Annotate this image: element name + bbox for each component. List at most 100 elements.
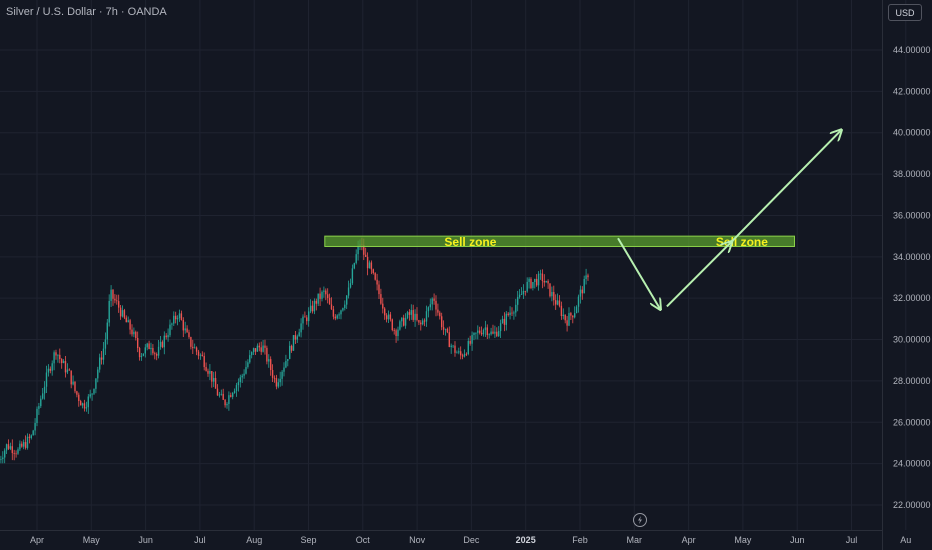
candle-body (161, 341, 164, 348)
candle-body (163, 335, 165, 348)
candle-body (319, 293, 321, 299)
candle-body (385, 315, 388, 320)
candle-body (218, 394, 221, 396)
candle-body (393, 330, 395, 331)
candle-body (433, 298, 435, 301)
candle-body (429, 304, 431, 308)
candle-body (32, 430, 34, 436)
lightning-icon[interactable] (633, 513, 647, 527)
candle-body (553, 292, 555, 301)
candle-body (570, 313, 572, 316)
candle-body (372, 269, 374, 274)
candle-body (482, 329, 485, 335)
candle-body (439, 312, 441, 317)
candle-body (543, 281, 545, 283)
candle-body (201, 354, 203, 356)
candle-body (2, 457, 4, 460)
candle-body (131, 329, 133, 335)
projection-arrow[interactable] (730, 131, 841, 244)
candle-body (583, 278, 585, 294)
candle-body (478, 330, 481, 333)
candle-body (100, 357, 103, 360)
candle-body (51, 363, 53, 371)
time-axis[interactable]: Apr May Jun Jul Aug Sep Oct Nov Dec 2025 Feb Mar Apr… (30, 535, 911, 545)
candle-body (106, 322, 108, 340)
candle-body (55, 352, 57, 356)
candle-body (494, 331, 496, 334)
candle-body (287, 359, 289, 361)
candle-body (15, 453, 17, 455)
candle-body (585, 275, 587, 279)
candle-body (313, 300, 316, 312)
candle-body (176, 318, 179, 320)
y-tick-label: 24.00000 (893, 459, 931, 469)
candle-body (336, 315, 338, 319)
candle-body (148, 343, 150, 350)
candle-body (190, 337, 192, 347)
candle-body (509, 312, 511, 315)
candle-body (180, 313, 183, 320)
candle-body (562, 314, 564, 317)
candle-body (425, 311, 428, 322)
candle-body (416, 313, 418, 321)
candle-body (349, 283, 352, 288)
candle-body (351, 268, 354, 284)
candle-body (135, 331, 137, 339)
candle-body (36, 408, 38, 424)
candle-body (28, 436, 31, 438)
x-tick-label: Dec (463, 535, 480, 545)
candle-body (503, 318, 506, 325)
candle-body (216, 388, 219, 396)
candle-body (167, 335, 169, 338)
candle-body (300, 323, 302, 333)
candle-body (496, 331, 498, 337)
y-tick-label: 38.00000 (893, 169, 931, 179)
candle-body (89, 394, 91, 397)
candle-body (374, 273, 376, 280)
price-axis[interactable]: 22.00000 24.00000 26.00000 28.00000 30.00000… (893, 45, 931, 510)
candle-body (262, 345, 264, 352)
projection-arrow[interactable] (666, 242, 731, 308)
candle-body (193, 347, 196, 349)
candle-body (182, 319, 184, 331)
candle-body (526, 281, 528, 292)
candle-body (556, 300, 559, 305)
candle-body (133, 331, 135, 335)
x-tick-label: Jul (846, 535, 858, 545)
candle-body (420, 322, 422, 325)
candle-body (224, 399, 226, 406)
candle-body (0, 459, 2, 460)
currency-button[interactable]: USD (888, 4, 922, 21)
projection-arrow[interactable] (617, 237, 660, 308)
candle-body (21, 443, 23, 447)
candle-body (292, 335, 295, 351)
sell-zone-rectangle[interactable] (324, 235, 795, 247)
candle-body (237, 382, 240, 386)
candle-body (155, 354, 158, 356)
candle-body (410, 310, 412, 315)
candle-body (212, 378, 215, 382)
candle-body (325, 290, 327, 295)
symbol-title: Silver / U.S. Dollar · 7h · OANDA (6, 6, 167, 18)
candle-body (465, 353, 468, 355)
candle-body (404, 317, 407, 326)
candle-body (79, 401, 82, 406)
candle-body (395, 330, 397, 337)
candle-body (296, 336, 298, 340)
candle-body (110, 289, 112, 301)
candle-body (146, 343, 148, 348)
candle-body (233, 390, 236, 393)
x-tick-label: Nov (409, 535, 426, 545)
candle-body (19, 443, 21, 450)
candle-body (475, 332, 477, 334)
candle-body (344, 304, 346, 309)
candle-body (102, 348, 105, 360)
candle-body (473, 332, 475, 336)
candle-body (317, 293, 319, 304)
candle-body (484, 327, 487, 330)
candle-body (140, 355, 143, 358)
candle-body (97, 369, 99, 379)
candle-body (340, 310, 342, 315)
candle-body (74, 381, 76, 392)
